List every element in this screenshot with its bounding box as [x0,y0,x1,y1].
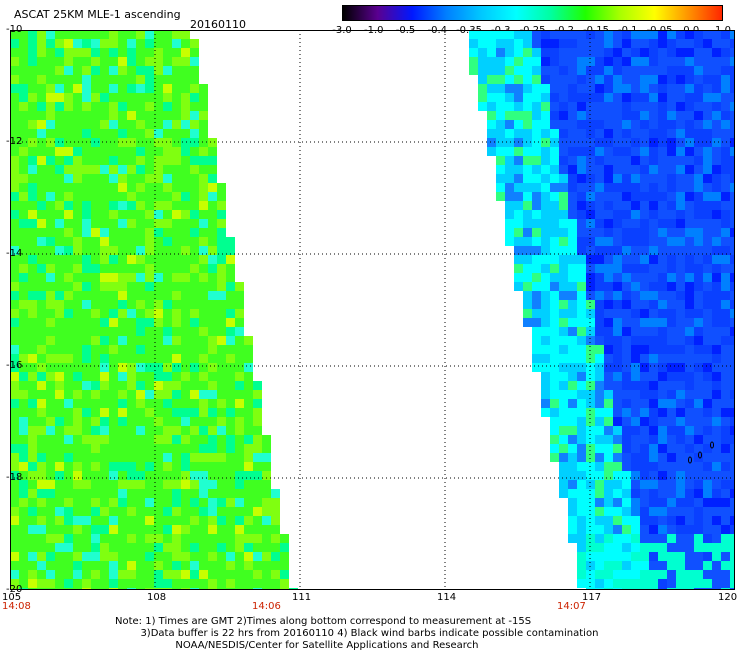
map-title: ASCAT 25KM MLE-1 ascending [14,8,181,21]
island-outline [688,456,692,464]
latitude-label: -20 [6,584,23,595]
map-date: 20160110 [190,18,246,31]
colorbar-fill [343,6,722,20]
longitude-label: 111 [292,592,312,603]
grid-lines [10,30,735,590]
footnote-line-2: 3)Data buffer is 22 hrs from 20160110 4)… [140,628,599,639]
island-outline [698,451,702,459]
footnote-line-1: Note: 1) Times are GMT 2)Times along bot… [115,616,532,627]
colorbar-gradient [342,5,723,21]
footnote: Note: 1) Times are GMT 2)Times along bot… [115,616,598,652]
latitude-label: -10 [6,24,23,35]
time-label: 14:07 [557,601,586,612]
longitude-label: 117 [582,592,602,603]
longitude-label: 120 [718,592,738,603]
swath-cells [10,30,739,597]
wind-swath-map [10,30,739,597]
latitude-label: -16 [6,360,23,371]
latitude-label: -18 [6,472,23,483]
colorbar [342,5,723,21]
time-label: 14:08 [2,601,31,612]
map-panel [10,30,739,597]
footnote-line-3: NOAA/NESDIS/Center for Satellite Applica… [175,640,479,651]
longitude-label: 108 [147,592,167,603]
longitude-label: 114 [437,592,457,603]
time-label: 14:06 [252,601,281,612]
longitude-label: 105 [2,592,22,603]
map-frame [10,30,735,590]
latitude-label: -14 [6,248,23,259]
latitude-label: -12 [6,136,23,147]
island-outline [710,441,714,449]
